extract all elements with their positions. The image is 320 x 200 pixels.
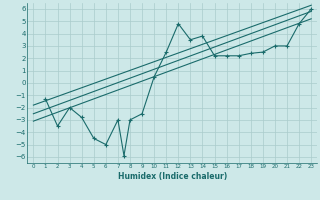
X-axis label: Humidex (Indice chaleur): Humidex (Indice chaleur)	[118, 172, 227, 181]
